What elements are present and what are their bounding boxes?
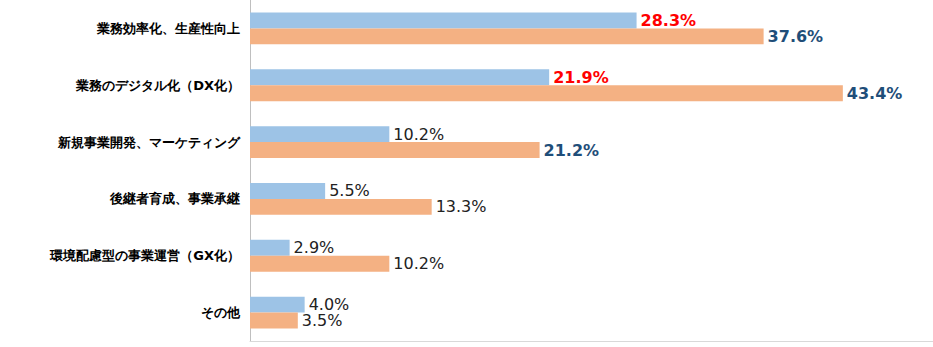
- svg-text:21.2%: 21.2%: [544, 141, 600, 160]
- svg-text:その他: その他: [201, 305, 241, 320]
- svg-text:業務のデジタル化（DX化）: 業務のデジタル化（DX化）: [75, 78, 240, 93]
- svg-text:後継者育成、事業承継: 後継者育成、事業承継: [109, 191, 240, 206]
- svg-text:3.5%: 3.5%: [302, 311, 343, 330]
- svg-text:28.3%: 28.3%: [641, 11, 697, 30]
- svg-text:13.3%: 13.3%: [436, 197, 487, 216]
- svg-text:環境配慮型の事業運営（GX化）: 環境配慮型の事業運営（GX化）: [49, 248, 240, 263]
- svg-text:10.2%: 10.2%: [393, 125, 444, 144]
- svg-text:2.9%: 2.9%: [294, 238, 335, 257]
- svg-text:37.6%: 37.6%: [768, 27, 824, 46]
- svg-text:43.4%: 43.4%: [847, 84, 903, 103]
- svg-text:4.0%: 4.0%: [308, 295, 350, 315]
- svg-text:21.9%: 21.9%: [553, 68, 609, 87]
- svg-text:業務効率化、生産性向上: 業務効率化、生産性向上: [96, 21, 240, 36]
- svg-text:10.2%: 10.2%: [393, 254, 444, 273]
- svg-text:5.5%: 5.5%: [329, 181, 370, 200]
- svg-text:新規事業開発、マーケティング: 新規事業開発、マーケティング: [57, 135, 241, 150]
